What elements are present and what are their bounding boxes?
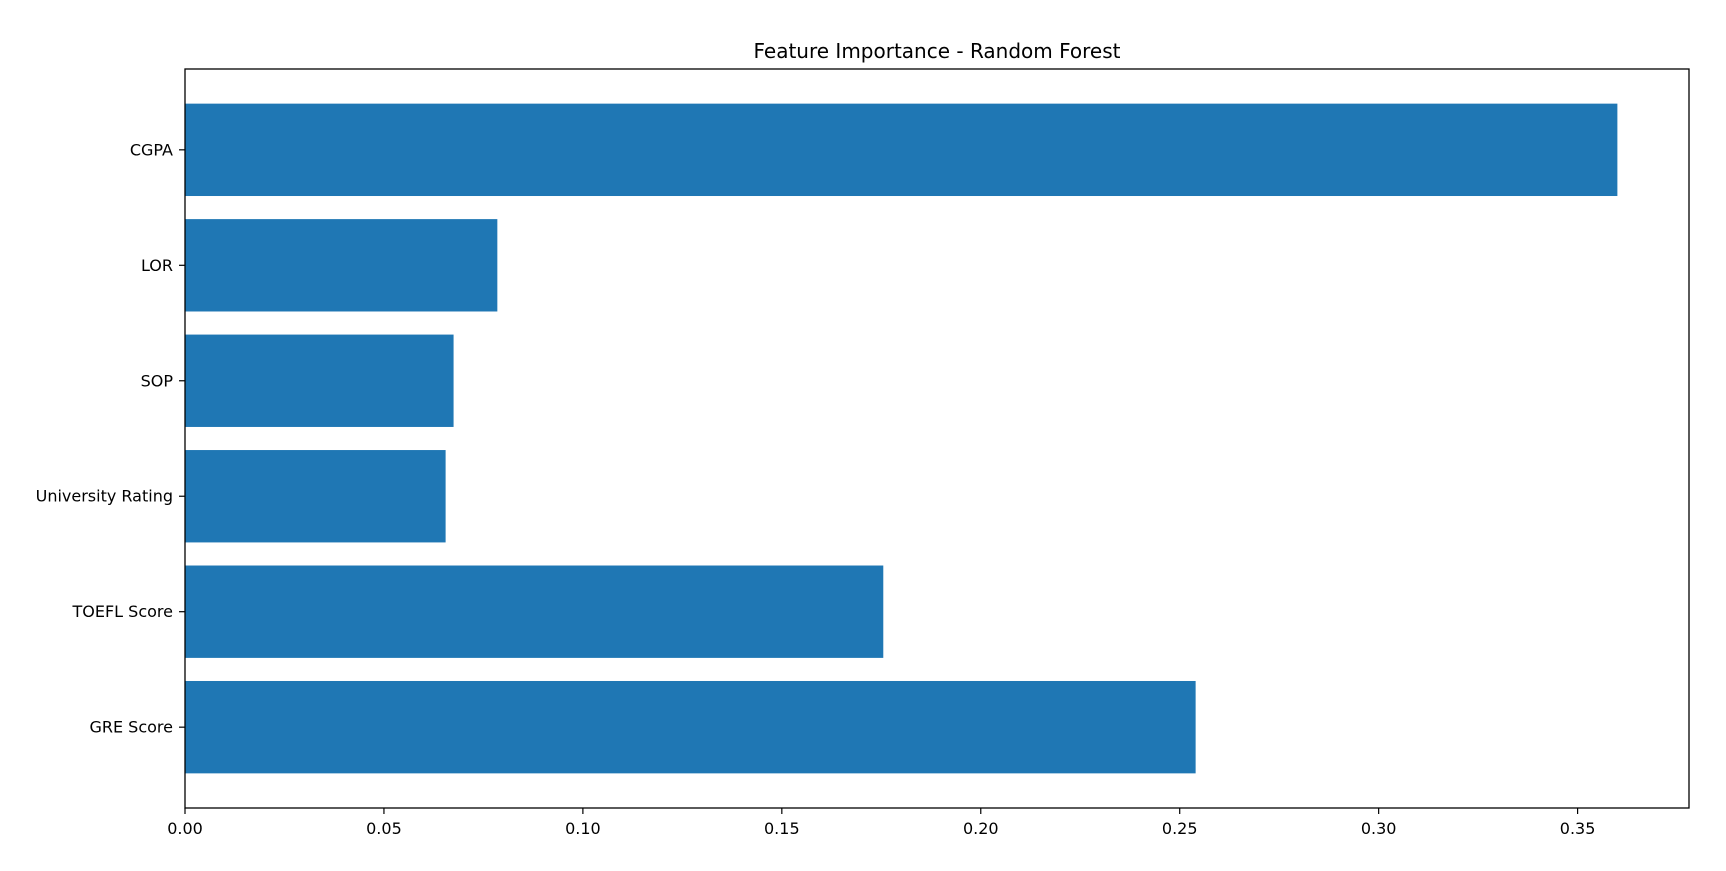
plot-frame [184, 68, 1690, 809]
bar-toefl-score [185, 565, 884, 658]
x-tick-label: 0.25 [1162, 819, 1198, 838]
bars-group [185, 103, 1618, 774]
bar-lor [185, 219, 498, 312]
y-tick-label: SOP [141, 371, 174, 390]
x-axis: 0.00 0.05 0.10 0.15 0.20 0.25 0.30 0.35 [167, 808, 1595, 838]
y-tick-label: CGPA [130, 140, 173, 159]
bar-university-rating [185, 450, 446, 543]
bar-sop [185, 334, 454, 427]
y-tick-label: LOR [141, 256, 173, 275]
bar-gre-score [185, 680, 1196, 774]
y-tick-label: GRE Score [89, 718, 173, 737]
x-tick-label: 0.20 [963, 819, 999, 838]
x-tick-label: 0.00 [167, 819, 203, 838]
y-axis: GRE Score TOEFL Score University Rating SOP… [36, 140, 185, 737]
x-tick-label: 0.30 [1361, 819, 1397, 838]
x-tick-label: 0.10 [565, 819, 601, 838]
bar-cgpa [185, 103, 1618, 197]
x-tick-label: 0.35 [1560, 819, 1596, 838]
y-tick-label: University Rating [36, 487, 173, 506]
y-tick-label: TOEFL Score [72, 602, 174, 621]
x-tick-label: 0.05 [366, 819, 402, 838]
chart-title: Feature Importance - Random Forest [753, 39, 1120, 63]
x-tick-label: 0.15 [764, 819, 800, 838]
